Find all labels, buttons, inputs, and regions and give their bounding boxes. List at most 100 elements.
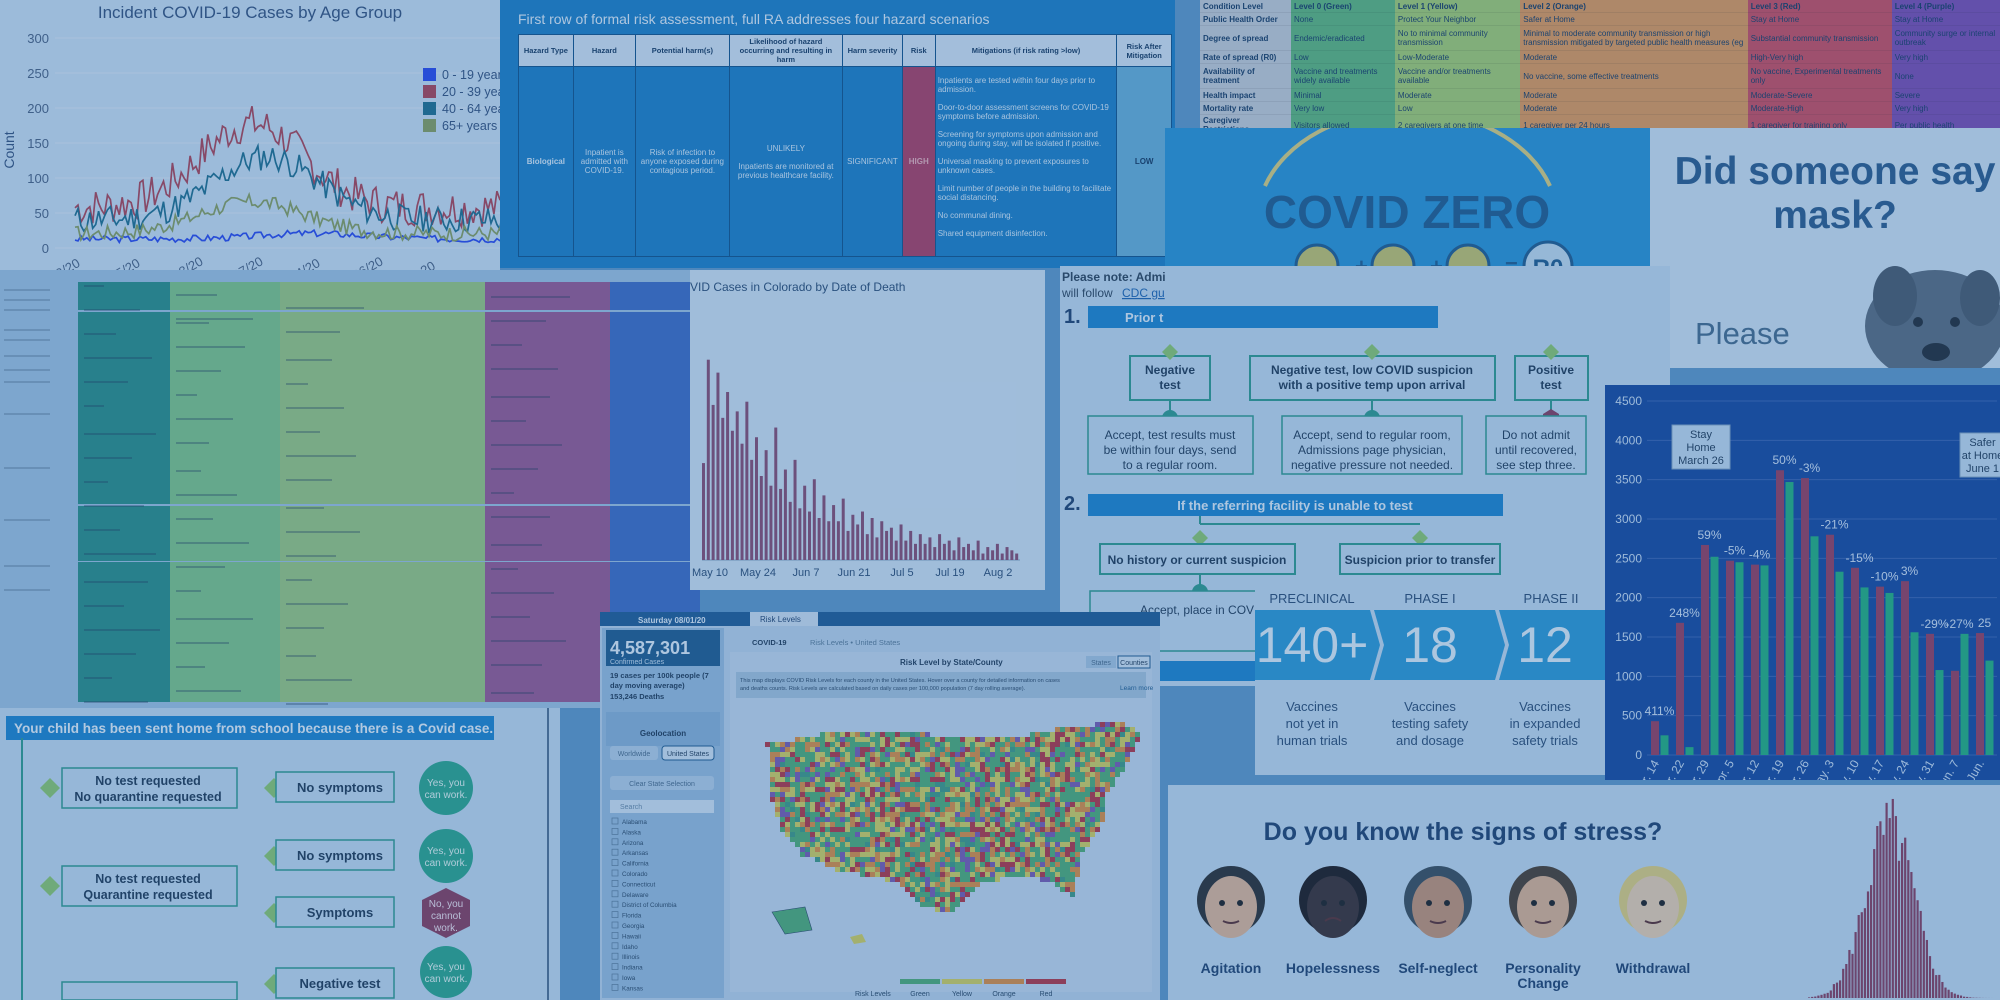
phase-value-2: 12 [1517,617,1573,673]
state-list-item[interactable]: Connecticut [622,881,656,888]
matrix-cell [78,312,170,364]
condition-cell: Moderate-Severe [1747,88,1892,102]
positive-test-label: Positive test [1528,363,1574,392]
state-list-item[interactable]: Indiana [622,965,643,972]
school-title: Your child has been sent home from schoo… [14,721,493,736]
united-states-button[interactable] [661,745,715,761]
state-list-item[interactable]: Arkansas [622,850,648,857]
weekly-bar [1651,721,1659,755]
colorado-bar [735,411,739,560]
histogram-bar [1854,932,1857,998]
state-checkbox[interactable] [611,942,619,950]
state-list-item[interactable]: District of Columbia [622,902,677,909]
matrix-cell [280,592,485,702]
state-checkbox[interactable] [611,838,619,846]
us-county-map[interactable] [765,722,1140,944]
state-checkbox[interactable] [611,921,619,929]
condition-cell: Level 1 (Yellow) [1394,0,1521,13]
tab-risk-levels-header[interactable] [750,612,818,626]
colorado-bar [822,495,826,560]
state-list-item[interactable]: Hawaii [622,933,641,940]
yes-text-3: Yes, you can work. [425,962,468,985]
ra-mitigation-item: Door-to-door assessment screens for COVI… [937,103,1109,121]
colorado-bar [976,540,980,560]
colorado-bar [711,404,715,560]
state-list-item[interactable]: Alabama [622,819,647,826]
histogram-bar [1826,992,1829,998]
condition-row: Public Health Order None Protect Your Neig… [1200,12,2000,26]
counties-toggle[interactable] [1117,655,1151,669]
ra-mitigation-item: Screening for symptoms upon admission an… [937,130,1102,148]
condition-cell: Vaccine and/or treatments available [1394,63,1521,89]
matrix-cell [610,506,700,561]
colorado-bar [885,530,889,560]
state-checkbox[interactable] [611,817,619,825]
weekly-bar [1951,670,1959,755]
step-1-label: Prior t [1125,310,1164,325]
state-checkbox[interactable] [611,963,619,970]
condition-cell: Low [1291,50,1395,64]
yes-badge-1 [419,761,473,815]
legend-label: Yellow [952,991,973,998]
stress-sign-label: Agitation [1201,960,1262,976]
state-checkbox[interactable] [611,880,619,887]
colorado-bar [798,508,802,560]
state-list-item[interactable]: Illinois [622,954,640,961]
state-list-item[interactable]: Delaware [622,892,649,899]
stress-sign-label: Hopelessness [1286,960,1380,976]
state-list-item[interactable]: Idaho [622,944,638,951]
states-toggle[interactable] [1086,656,1116,668]
svg-text:Worldwide: Worldwide [618,751,651,758]
histogram-bar [1839,980,1842,998]
histogram-bar [1870,885,1873,998]
state-checkbox[interactable] [611,900,619,908]
histogram-bar [1916,900,1919,998]
worldwide-button[interactable] [610,746,658,760]
state-checkbox[interactable] [611,848,619,856]
tab-covid19[interactable]: COVID-19 [752,638,787,647]
state-list-item[interactable]: Iowa [622,975,636,982]
state-list-item[interactable]: Alaska [622,829,641,836]
no-text: No, you cannot work. [429,899,463,934]
symptoms-label: Symptoms [307,905,373,920]
state-checkbox[interactable] [611,890,619,898]
state-checkbox[interactable] [611,932,619,939]
colorado-bar [909,530,913,560]
state-checkbox[interactable] [611,911,619,918]
bar-ytick: 2000 [1615,591,1642,605]
learn-more-link[interactable]: Learn more [1120,685,1154,692]
state-checkbox[interactable] [611,859,619,866]
state-list-item[interactable]: Georgia [622,923,645,930]
colorado-bar [942,543,946,560]
age-series-line [74,191,500,243]
state-list-item[interactable]: Kansas [622,985,643,992]
colorado-bar [1010,550,1014,560]
state-list-item[interactable]: Arizona [622,840,644,847]
state-checkbox[interactable] [611,828,619,835]
state-list-item[interactable]: Colorado [622,871,648,878]
clear-selection-button[interactable] [610,776,714,790]
state-checkbox[interactable] [611,984,619,991]
ra-mitigations: Inpatients are tested within four days p… [934,66,1118,257]
state-checkbox[interactable] [611,869,619,877]
state-search-input[interactable] [610,800,714,813]
colorado-bar [750,459,754,560]
condition-cell: Level 3 (Red) [1747,0,1892,13]
svg-text:States: States [1091,660,1111,667]
ra-header-cell: Harm severity [842,34,903,67]
tab-risk-levels[interactable]: Risk Levels • United States [810,638,900,647]
state-list-item[interactable]: California [622,861,649,868]
suspicion-box [1339,543,1501,575]
state-checkbox[interactable] [611,952,619,960]
colorado-bar [894,540,898,560]
histogram-bar [1885,802,1888,998]
state-checkbox[interactable] [611,973,619,981]
ra-likelihood: UNLIKELY Inpatients are monitored at pre… [728,66,844,257]
colorado-bar [981,553,985,560]
histogram-bar [1935,975,1938,998]
state-list-item[interactable]: Florida [622,913,642,920]
colorado-bar [928,537,932,560]
cdc-link[interactable]: CDC gu [1122,286,1165,300]
negative-low-label: Negative test, low COVID suspicion with a… [1271,363,1473,392]
